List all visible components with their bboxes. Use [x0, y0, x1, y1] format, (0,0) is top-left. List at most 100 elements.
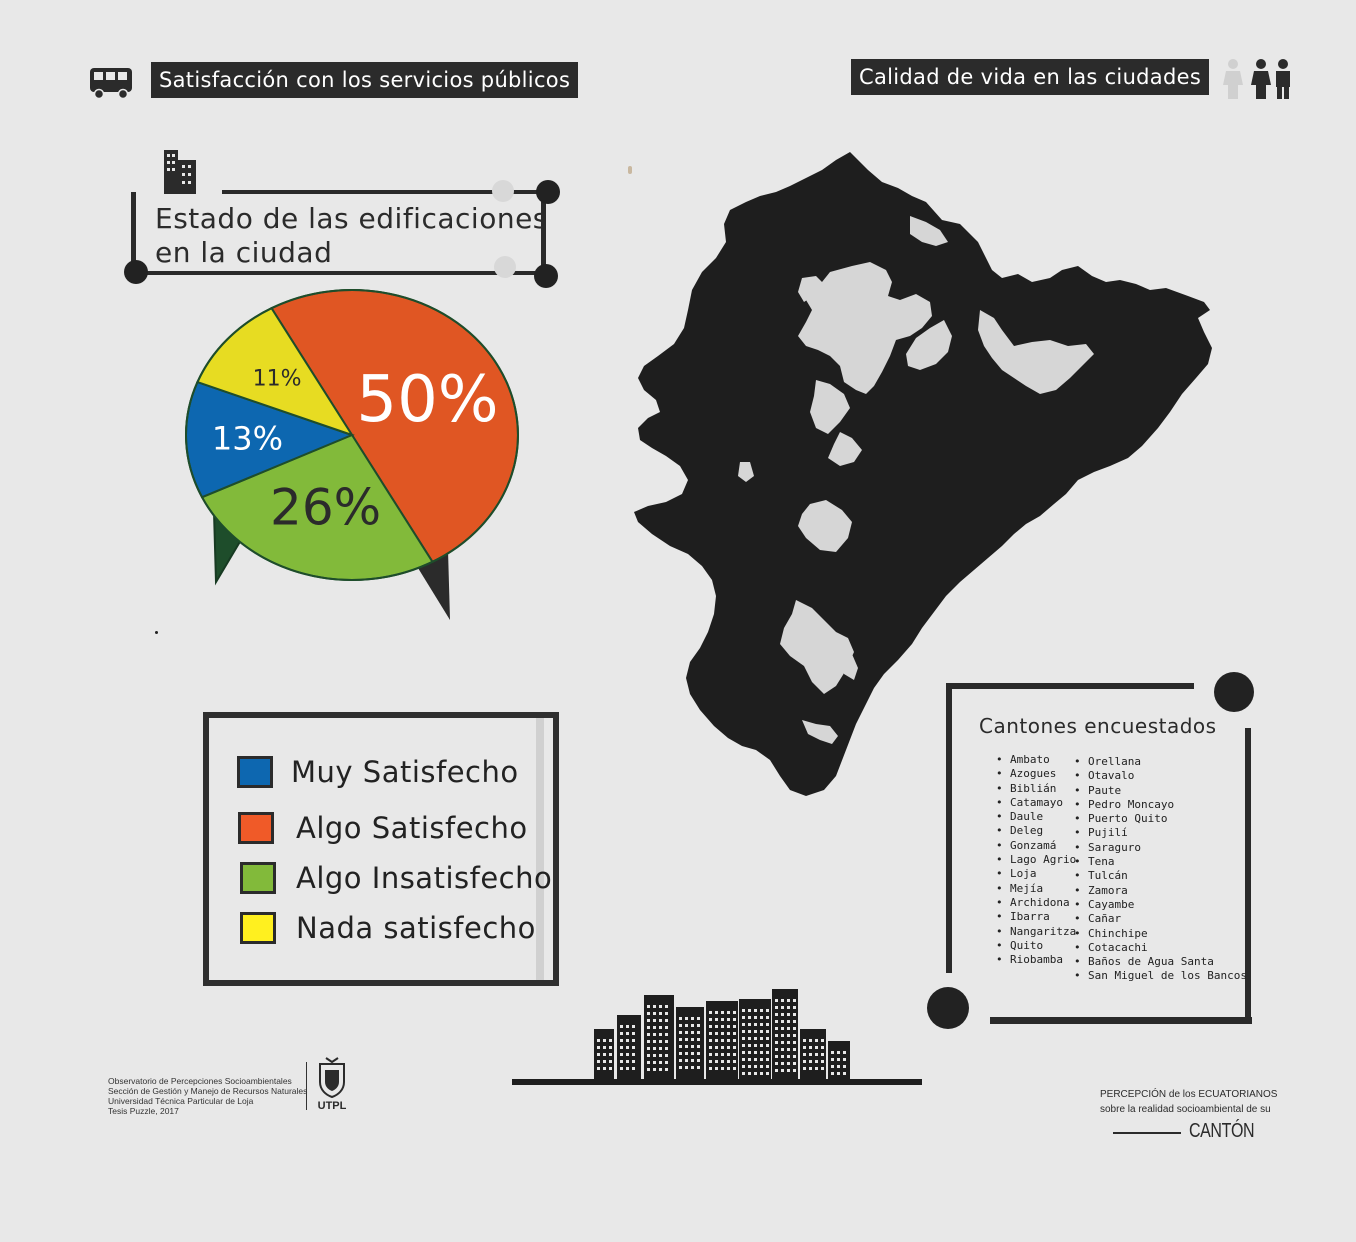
- skyline-window: [815, 1053, 818, 1056]
- skyline-window: [748, 1009, 751, 1012]
- skyline-window: [809, 1046, 812, 1049]
- skyline-window: [748, 1044, 751, 1047]
- frame-bottom-line: [136, 271, 546, 275]
- skyline-window: [843, 1051, 846, 1054]
- skyline-window: [659, 1047, 662, 1050]
- skyline-window: [809, 1039, 812, 1042]
- skyline-window: [742, 1072, 745, 1075]
- skyline-window: [781, 1020, 784, 1023]
- skyline-window: [775, 1055, 778, 1058]
- skyline-window: [727, 1046, 730, 1049]
- skyline-window: [659, 1054, 662, 1057]
- skyline-window: [787, 1069, 790, 1072]
- frame-dot-ghost-top: [492, 180, 514, 202]
- skyline-window: [748, 1037, 751, 1040]
- ecuador-map: [634, 152, 1212, 796]
- canton-item: Orellana: [1088, 755, 1247, 769]
- skyline-window: [647, 1054, 650, 1057]
- skyline-window: [748, 1030, 751, 1033]
- canton-item: Ibarra: [1010, 910, 1076, 924]
- skyline-window: [754, 1051, 757, 1054]
- skyline-window: [843, 1058, 846, 1061]
- skyline-window: [653, 1040, 656, 1043]
- skyline-window: [815, 1039, 818, 1042]
- satisfaction-title: Satisfacción con los servicios públicos: [151, 62, 579, 98]
- skyline-window: [733, 1039, 736, 1042]
- skyline-window: [685, 1052, 688, 1055]
- slice-label: 13%: [212, 419, 283, 457]
- skyline-window: [659, 1026, 662, 1029]
- legend-box: [203, 712, 559, 986]
- skyline-window: [691, 1066, 694, 1069]
- skyline-window: [603, 1039, 606, 1042]
- skyline-window: [748, 1065, 751, 1068]
- cantones-frame-right: [1245, 728, 1251, 1024]
- skyline-window: [821, 1046, 824, 1049]
- cantones-frame-left: [946, 683, 952, 973]
- skyline-window: [815, 1060, 818, 1063]
- frame-right-line: [541, 194, 546, 272]
- skyline-window: [781, 1013, 784, 1016]
- skyline-window: [727, 1039, 730, 1042]
- skyline-window: [793, 1041, 796, 1044]
- stray-dot: [155, 631, 158, 634]
- canton-item: Riobamba: [1010, 953, 1076, 967]
- footer-line-3: Universidad Técnica Particular de Loja: [108, 1096, 254, 1106]
- footer-line-4: Tesis Puzzle, 2017: [108, 1106, 179, 1116]
- skyline-window: [831, 1058, 834, 1061]
- canton-item: Pedro Moncayo: [1088, 798, 1247, 812]
- skyline-window: [815, 1067, 818, 1070]
- skyline-window: [709, 1060, 712, 1063]
- skyline-window: [597, 1060, 600, 1063]
- skyline-window: [793, 1048, 796, 1051]
- skyline-window: [748, 1023, 751, 1026]
- skyline-window: [653, 1061, 656, 1064]
- canton-item: Gonzamá: [1010, 839, 1076, 853]
- canton-item: Paute: [1088, 784, 1247, 798]
- skyline-window: [653, 1068, 656, 1071]
- canton-item: Zamora: [1088, 884, 1247, 898]
- slice-label: 11%: [253, 366, 302, 391]
- skyline-window: [685, 1031, 688, 1034]
- skyline-window: [665, 1019, 668, 1022]
- cantones-list-col2: OrellanaOtavaloPautePedro MoncayoPuerto …: [1088, 755, 1247, 984]
- skyline-window: [760, 1044, 763, 1047]
- skyline-window: [665, 1047, 668, 1050]
- skyline-window: [781, 1062, 784, 1065]
- skyline-window: [727, 1060, 730, 1063]
- skyline-window: [697, 1045, 700, 1048]
- skyline-window: [647, 1040, 650, 1043]
- skyline-window: [721, 1018, 724, 1021]
- skyline-window: [697, 1031, 700, 1034]
- skyline-window: [679, 1017, 682, 1020]
- skyline-window: [715, 1025, 718, 1028]
- skyline-window: [659, 1061, 662, 1064]
- canton-item: Otavalo: [1088, 769, 1247, 783]
- skyline-window: [793, 1055, 796, 1058]
- skyline-window: [665, 1068, 668, 1071]
- skyline-window: [609, 1039, 612, 1042]
- skyline-window: [715, 1067, 718, 1070]
- skyline-window: [620, 1060, 623, 1063]
- frame-dot-bottom-left: [124, 260, 148, 284]
- frame-top-line: [222, 190, 550, 194]
- canton-item: Tena: [1088, 855, 1247, 869]
- skyline-window: [760, 1023, 763, 1026]
- skyline-window: [733, 1053, 736, 1056]
- skyline-window: [843, 1065, 846, 1068]
- canton-item: Chinchipe: [1088, 927, 1247, 941]
- skyline-window: [793, 999, 796, 1002]
- skyline-window: [609, 1060, 612, 1063]
- skyline-window: [748, 1051, 751, 1054]
- skyline-window: [715, 1053, 718, 1056]
- skyline-window: [748, 1016, 751, 1019]
- pie-outline: [185, 289, 519, 581]
- skyline-window: [691, 1045, 694, 1048]
- skyline-window: [754, 1009, 757, 1012]
- skyline-window: [659, 1033, 662, 1036]
- legend-swatch: [238, 812, 274, 844]
- skyline-window: [742, 1058, 745, 1061]
- skyline-window: [754, 1016, 757, 1019]
- skyline-window: [754, 1023, 757, 1026]
- skyline-window: [709, 1011, 712, 1014]
